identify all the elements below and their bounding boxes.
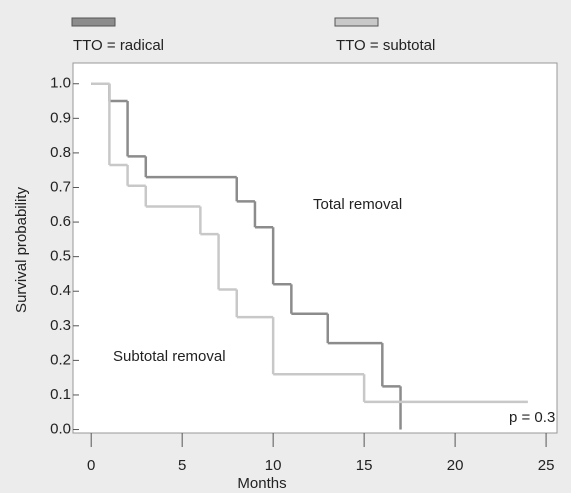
legend-label: TTO = subtotal	[336, 37, 435, 54]
legend-swatch	[71, 17, 116, 27]
x-tick-label: 10	[265, 457, 282, 474]
legend-label: TTO = radical	[73, 37, 164, 54]
y-tick-label: 0.5	[50, 248, 71, 265]
y-tick-label: 0.2	[50, 351, 71, 368]
y-tick-label: 0.8	[50, 144, 71, 161]
x-tick-label: 25	[538, 457, 555, 474]
x-tick-label: 15	[356, 457, 373, 474]
x-tick-label: 20	[447, 457, 464, 474]
plot-area	[72, 62, 558, 434]
y-tick-label: 0.1	[50, 386, 71, 403]
y-tick-label: 0.3	[50, 317, 71, 334]
y-tick-label: 0.0	[50, 421, 71, 438]
y-tick-label: 0.9	[50, 109, 71, 126]
y-tick-label: 0.7	[50, 178, 71, 195]
y-tick-label: 0.4	[50, 282, 71, 299]
y-tick-label: 0.6	[50, 213, 71, 230]
y-tick-label: 1.0	[50, 75, 71, 92]
annotation: p = 0.3	[509, 409, 555, 426]
x-axis-label: Months	[237, 475, 286, 492]
annotation: Total removal	[313, 196, 402, 213]
legend-swatch	[334, 17, 379, 27]
y-axis-label: Survival probability	[13, 187, 30, 313]
x-tick-label: 5	[178, 457, 186, 474]
annotation: Subtotal removal	[113, 348, 226, 365]
x-tick-label: 0	[87, 457, 95, 474]
